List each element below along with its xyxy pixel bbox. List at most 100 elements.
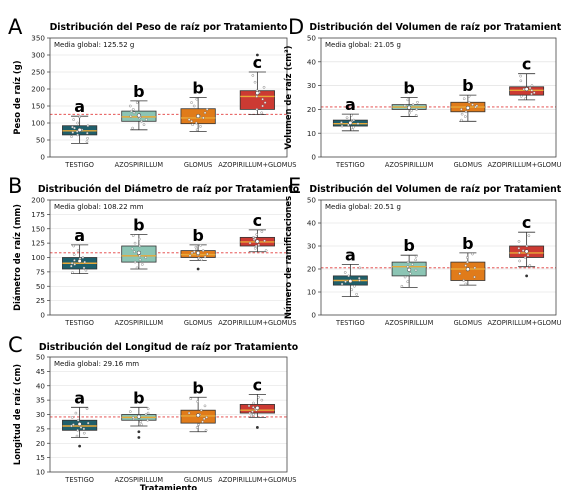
y-tick-label: 150 xyxy=(31,102,45,111)
global-mean-text: Media global: 108.22 mm xyxy=(54,203,144,211)
chart-title: Distribución del Longitud de raíz por Tr… xyxy=(39,342,298,353)
data-point xyxy=(146,411,150,415)
significance-letter: b xyxy=(192,79,203,98)
data-point xyxy=(524,97,527,100)
y-tick-label: 50 xyxy=(36,282,46,291)
y-tick-label: 10 xyxy=(307,129,317,138)
x-tick-label: TESTIGO xyxy=(64,161,94,169)
y-tick-label: 35 xyxy=(36,396,45,405)
data-point xyxy=(466,256,469,259)
y-tick-label: 100 xyxy=(31,253,45,262)
data-point xyxy=(201,420,204,423)
data-point xyxy=(206,252,209,256)
data-point xyxy=(73,263,76,266)
box-azospirillum: b AZOSPIRILLUM xyxy=(115,82,164,169)
y-tick-label: 40 xyxy=(307,219,317,228)
data-point xyxy=(255,58,258,62)
y-axis-label: Volumen de raíz (cm³) xyxy=(283,45,293,149)
significance-letter: b xyxy=(133,82,144,101)
box-azopirillum-glomus: c AZOPIRILLUM+GLOMUS xyxy=(488,55,561,169)
data-point xyxy=(82,427,86,431)
data-point xyxy=(203,111,207,115)
global-mean-text: Media global: 20.51 g xyxy=(325,203,401,211)
data-point xyxy=(253,80,257,84)
panel-letter: E xyxy=(288,174,301,198)
data-point xyxy=(250,414,253,418)
significance-letter: b xyxy=(403,79,414,98)
significance-letter: a xyxy=(74,226,85,245)
box-glomus: b GLOMUS xyxy=(180,378,216,484)
x-tick-label: AZOSPIRILLUM xyxy=(115,319,164,327)
data-point xyxy=(195,128,199,132)
y-tick-label: 40 xyxy=(307,57,317,66)
outlier-point xyxy=(78,444,82,448)
y-tick-label: 20 xyxy=(307,105,317,114)
data-point xyxy=(197,256,201,260)
mean-marker xyxy=(407,105,412,110)
significance-letter: c xyxy=(253,211,262,230)
data-point xyxy=(340,282,344,286)
data-point xyxy=(129,410,132,413)
data-point xyxy=(197,423,200,426)
data-point xyxy=(85,407,89,411)
data-point xyxy=(261,97,264,101)
data-point xyxy=(247,404,251,408)
data-point xyxy=(86,131,89,135)
data-point xyxy=(131,234,135,237)
y-tick-label: 300 xyxy=(31,51,45,60)
box-glomus: b GLOMUS xyxy=(180,79,216,169)
y-tick-label: 30 xyxy=(307,242,317,251)
data-point xyxy=(410,109,413,112)
data-point xyxy=(473,275,476,279)
y-tick-label: 175 xyxy=(31,210,45,219)
mean-marker xyxy=(524,87,529,92)
data-point xyxy=(202,417,206,421)
box-azospirillum: b AZOSPIRILLUM xyxy=(115,216,164,328)
data-point xyxy=(464,115,467,118)
data-point xyxy=(130,247,134,251)
mean-marker xyxy=(196,413,201,418)
data-point xyxy=(76,133,79,137)
significance-letter: c xyxy=(522,213,531,232)
data-point xyxy=(530,89,534,92)
data-point xyxy=(195,97,199,101)
outlier-point xyxy=(255,53,259,57)
x-axis-label: Tratamiento xyxy=(140,483,197,490)
significance-letter: b xyxy=(462,234,473,253)
data-point xyxy=(138,254,141,258)
plot-frame xyxy=(320,37,557,158)
data-point xyxy=(253,247,257,250)
x-tick-label: AZOSPIRILLUM xyxy=(115,476,164,484)
panel-letter: A xyxy=(8,15,23,39)
y-tick-label: 200 xyxy=(31,196,45,205)
box-azopirillum-glomus: c AZOPIRILLUM+GLOMUS xyxy=(218,211,296,327)
y-tick-label: 150 xyxy=(31,224,45,233)
data-point xyxy=(352,125,355,129)
data-point xyxy=(260,398,264,402)
data-point xyxy=(189,397,193,400)
data-point xyxy=(75,130,79,133)
data-point xyxy=(139,420,142,423)
data-point xyxy=(83,260,87,264)
data-point xyxy=(81,256,85,259)
data-point xyxy=(78,115,81,119)
data-point xyxy=(70,261,74,265)
data-point xyxy=(530,84,534,87)
data-point xyxy=(86,124,90,127)
data-point xyxy=(462,279,465,282)
y-tick-label: 25 xyxy=(36,424,45,433)
data-point xyxy=(138,244,142,248)
box-azopirillum-glomus: c AZOPIRILLUM+GLOMUS xyxy=(218,375,296,484)
data-point xyxy=(190,120,193,123)
mean-marker xyxy=(77,422,82,427)
data-point xyxy=(414,255,418,258)
data-point xyxy=(518,251,521,255)
data-point xyxy=(192,104,196,108)
mean-marker xyxy=(255,90,260,96)
data-point xyxy=(526,253,530,257)
mean-marker xyxy=(348,120,353,125)
box-azopirillum-glomus: c AZOPIRILLUM+GLOMUS xyxy=(218,53,296,169)
mean-marker xyxy=(255,405,260,411)
box-azospirillum: b AZOSPIRILLUM xyxy=(385,79,434,170)
data-point xyxy=(201,249,205,252)
